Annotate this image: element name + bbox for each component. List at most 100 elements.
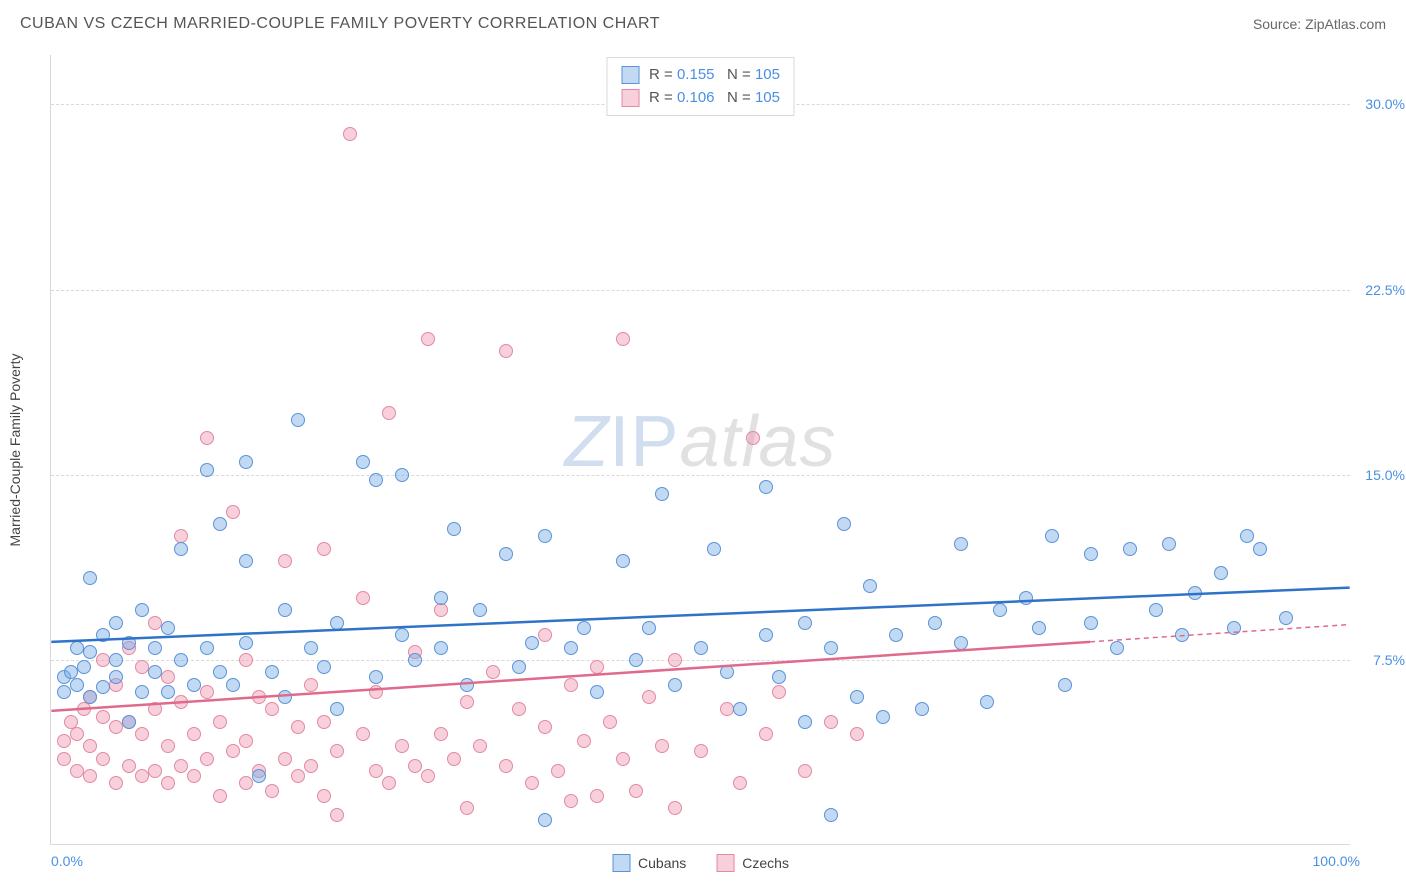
data-point bbox=[707, 542, 721, 556]
data-point bbox=[1279, 611, 1293, 625]
data-point bbox=[1110, 641, 1124, 655]
data-point bbox=[330, 702, 344, 716]
plot-area: 7.5%15.0%22.5%30.0%0.0%100.0%ZIPatlasR =… bbox=[50, 55, 1350, 845]
data-point bbox=[538, 813, 552, 827]
data-point bbox=[395, 468, 409, 482]
data-point bbox=[213, 715, 227, 729]
data-point bbox=[265, 665, 279, 679]
data-point bbox=[720, 665, 734, 679]
data-point bbox=[642, 690, 656, 704]
data-point bbox=[486, 665, 500, 679]
data-point bbox=[369, 473, 383, 487]
data-point bbox=[824, 641, 838, 655]
data-point bbox=[96, 628, 110, 642]
data-point bbox=[668, 653, 682, 667]
data-point bbox=[1214, 566, 1228, 580]
data-point bbox=[174, 653, 188, 667]
data-point bbox=[460, 678, 474, 692]
data-point bbox=[200, 463, 214, 477]
data-point bbox=[1123, 542, 1137, 556]
y-tick-label: 30.0% bbox=[1355, 96, 1405, 112]
data-point bbox=[408, 759, 422, 773]
y-tick-label: 7.5% bbox=[1355, 652, 1405, 668]
data-point bbox=[1240, 529, 1254, 543]
data-point bbox=[317, 715, 331, 729]
data-point bbox=[577, 734, 591, 748]
y-axis-title: Married-Couple Family Poverty bbox=[7, 354, 23, 547]
correlation-legend: R = 0.155 N = 105R = 0.106 N = 105 bbox=[606, 57, 795, 116]
data-point bbox=[57, 734, 71, 748]
data-point bbox=[161, 739, 175, 753]
data-point bbox=[304, 759, 318, 773]
data-point bbox=[83, 769, 97, 783]
data-point bbox=[77, 702, 91, 716]
data-point bbox=[1045, 529, 1059, 543]
data-point bbox=[122, 636, 136, 650]
data-point bbox=[629, 653, 643, 667]
data-point bbox=[733, 702, 747, 716]
data-point bbox=[369, 685, 383, 699]
data-point bbox=[226, 505, 240, 519]
data-point bbox=[434, 603, 448, 617]
data-point bbox=[525, 636, 539, 650]
data-point bbox=[213, 789, 227, 803]
data-point bbox=[161, 621, 175, 635]
data-point bbox=[421, 332, 435, 346]
data-point bbox=[148, 665, 162, 679]
data-point bbox=[278, 752, 292, 766]
source-label: Source: ZipAtlas.com bbox=[1253, 16, 1386, 32]
data-point bbox=[304, 641, 318, 655]
data-point bbox=[317, 542, 331, 556]
data-point bbox=[616, 332, 630, 346]
data-point bbox=[616, 752, 630, 766]
legend-swatch bbox=[621, 66, 639, 84]
data-point bbox=[668, 801, 682, 815]
data-point bbox=[330, 744, 344, 758]
data-point bbox=[213, 665, 227, 679]
data-point bbox=[148, 702, 162, 716]
data-point bbox=[70, 678, 84, 692]
data-point bbox=[1227, 621, 1241, 635]
data-point bbox=[837, 517, 851, 531]
data-point bbox=[187, 678, 201, 692]
data-point bbox=[434, 641, 448, 655]
data-point bbox=[499, 344, 513, 358]
data-point bbox=[564, 641, 578, 655]
data-point bbox=[96, 680, 110, 694]
gridline bbox=[51, 475, 1350, 476]
data-point bbox=[70, 764, 84, 778]
data-point bbox=[109, 616, 123, 630]
chart-title: CUBAN VS CZECH MARRIED-COUPLE FAMILY POV… bbox=[20, 15, 660, 33]
data-point bbox=[538, 720, 552, 734]
data-point bbox=[850, 727, 864, 741]
data-point bbox=[226, 678, 240, 692]
data-point bbox=[174, 695, 188, 709]
data-point bbox=[135, 660, 149, 674]
data-point bbox=[187, 727, 201, 741]
data-point bbox=[590, 685, 604, 699]
data-point bbox=[603, 715, 617, 729]
data-point bbox=[395, 628, 409, 642]
data-point bbox=[564, 794, 578, 808]
data-point bbox=[278, 690, 292, 704]
data-point bbox=[278, 554, 292, 568]
data-point bbox=[473, 603, 487, 617]
data-point bbox=[759, 628, 773, 642]
data-point bbox=[317, 660, 331, 674]
data-point bbox=[434, 591, 448, 605]
watermark: ZIPatlas bbox=[564, 400, 836, 482]
data-point bbox=[512, 702, 526, 716]
data-point bbox=[408, 653, 422, 667]
data-point bbox=[954, 636, 968, 650]
data-point bbox=[460, 801, 474, 815]
data-point bbox=[161, 670, 175, 684]
data-point bbox=[96, 752, 110, 766]
data-point bbox=[434, 727, 448, 741]
data-point bbox=[148, 764, 162, 778]
data-point bbox=[135, 727, 149, 741]
data-point bbox=[668, 678, 682, 692]
data-point bbox=[291, 720, 305, 734]
data-point bbox=[239, 554, 253, 568]
gridline bbox=[51, 290, 1350, 291]
data-point bbox=[213, 517, 227, 531]
